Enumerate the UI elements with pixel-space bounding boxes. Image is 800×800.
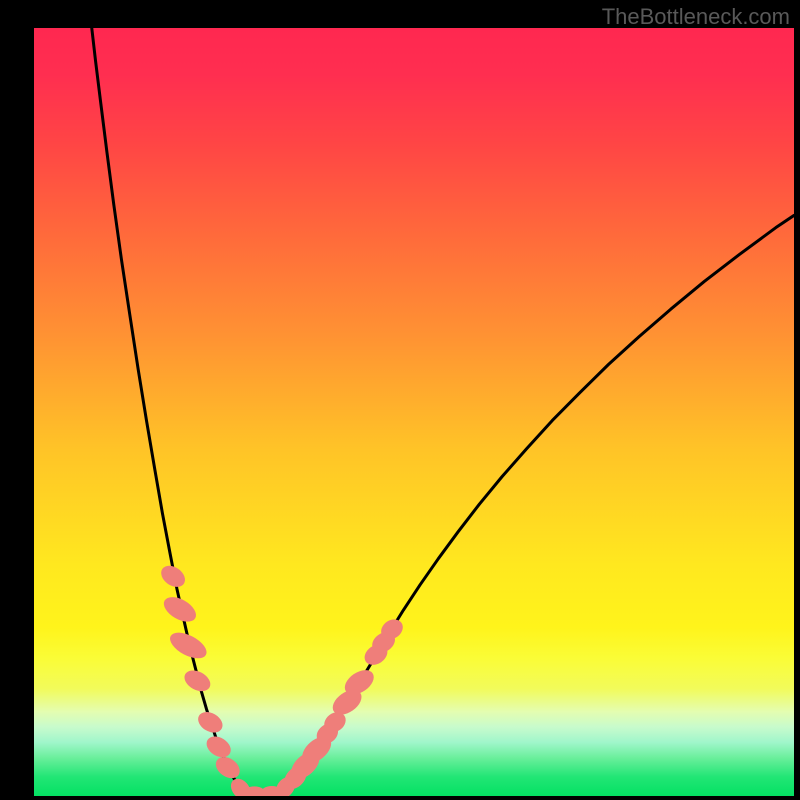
watermark-text: TheBottleneck.com [602, 4, 790, 30]
gradient-background [34, 28, 794, 796]
plot-area [34, 28, 794, 796]
bottleneck-curve-chart [34, 28, 794, 796]
chart-frame: TheBottleneck.com [0, 0, 800, 800]
